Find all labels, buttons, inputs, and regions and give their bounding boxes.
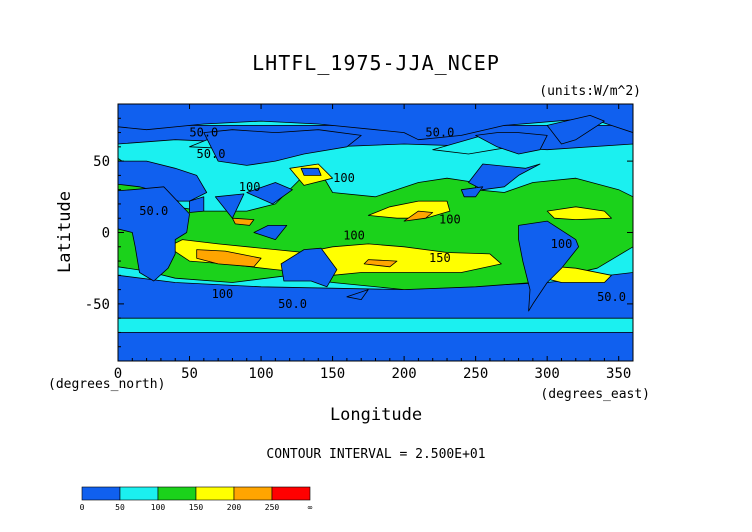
contour-label-3: 100 xyxy=(239,180,261,194)
chart-title: LHTFL_1975-JJA_NCEP xyxy=(252,51,500,75)
x-tick-label-3: 150 xyxy=(320,366,345,382)
x-tick-label-2: 100 xyxy=(248,366,273,382)
x-axis-label: Longitude xyxy=(330,405,422,425)
colorbar-swatch-3 xyxy=(195,486,235,501)
y-tick-label-0: 50 xyxy=(93,154,110,170)
contour-region-22 xyxy=(280,247,338,288)
contour-region-9 xyxy=(363,259,398,268)
x-tick-label-0: 0 xyxy=(114,366,122,382)
units-label: (units:W/m^2) xyxy=(539,84,641,99)
plot-area xyxy=(118,104,633,361)
y-tick-label-2: -50 xyxy=(85,297,110,313)
axes: 0 50 100 150 200 250 300 350 50 0 -50 xyxy=(85,104,633,382)
x-tick-label-4: 200 xyxy=(391,366,416,382)
y-axis-unit: (degrees_north) xyxy=(48,377,165,392)
colorbar-tick-2: 100 xyxy=(151,503,166,512)
contour-interval-text: CONTOUR INTERVAL = 2.500E+01 xyxy=(266,447,485,462)
colorbar-swatch-5 xyxy=(271,486,311,501)
x-tick-label-1: 50 xyxy=(181,366,198,382)
contour-region-31 xyxy=(460,186,484,198)
colorbar-swatch-4 xyxy=(233,486,273,501)
y-axis-label: Latitude xyxy=(55,191,75,273)
colorbar-tick-3: 150 xyxy=(189,503,204,512)
contour-label-10: 100 xyxy=(212,287,234,301)
contour-region-16 xyxy=(203,129,362,166)
colorbar-swatch-1 xyxy=(119,486,159,501)
contour-region-13 xyxy=(118,104,633,141)
colorbar-tick-5: 250 xyxy=(265,503,280,512)
contour-region-10 xyxy=(231,217,255,226)
colorbar: 0 50 100 150 200 250 ∞ xyxy=(80,486,313,512)
contour-region-21 xyxy=(246,182,293,205)
colorbar-swatch-2 xyxy=(157,486,197,501)
contour-region-7 xyxy=(196,249,262,268)
contour-label-6: 100 xyxy=(439,213,461,227)
contour-region-23 xyxy=(468,163,541,191)
contour-label-8: 150 xyxy=(429,251,451,265)
contour-label-1: 50.0 xyxy=(197,147,226,161)
contour-region-26 xyxy=(518,220,579,312)
colorbar-swatch-0 xyxy=(81,486,121,501)
contour-region-18 xyxy=(118,186,190,282)
contour-label-5: 50.0 xyxy=(139,204,168,218)
x-tick-label-7: 350 xyxy=(606,366,631,382)
colorbar-tick-6: ∞ xyxy=(308,503,313,512)
contour-region-4 xyxy=(546,206,612,221)
contour-label-7: 100 xyxy=(343,228,365,242)
colorbar-tick-0: 0 xyxy=(80,503,85,512)
contour-label-4: 100 xyxy=(333,171,355,185)
y-tick-label-1: 0 xyxy=(102,226,110,242)
colorbar-tick-1: 50 xyxy=(115,503,125,512)
contour-region-19 xyxy=(189,196,205,213)
contour-label-9: 100 xyxy=(551,237,573,251)
contour-region-8 xyxy=(403,210,434,222)
x-tick-label-6: 300 xyxy=(535,366,560,382)
colorbar-tick-4: 200 xyxy=(227,503,242,512)
contour-region-28 xyxy=(346,289,369,301)
contour-region-30 xyxy=(253,224,288,241)
contour-label-12: 50.0 xyxy=(597,290,626,304)
contour-label-2: 50.0 xyxy=(425,126,454,140)
contour-region-24 xyxy=(475,132,548,155)
x-tick-label-5: 250 xyxy=(463,366,488,382)
contour-region-25 xyxy=(546,115,605,145)
x-axis-unit: (degrees_east) xyxy=(540,387,650,402)
contour-label-11: 50.0 xyxy=(278,297,307,311)
contour-labels: 50.0 50.0 50.0 100 100 50.0 100 100 150 100 100 50.… xyxy=(139,126,626,311)
contour-label-0: 50.0 xyxy=(189,126,218,140)
contour-region-27 xyxy=(118,331,633,361)
contour-region-29 xyxy=(300,167,322,176)
contour-region-20 xyxy=(214,193,245,219)
